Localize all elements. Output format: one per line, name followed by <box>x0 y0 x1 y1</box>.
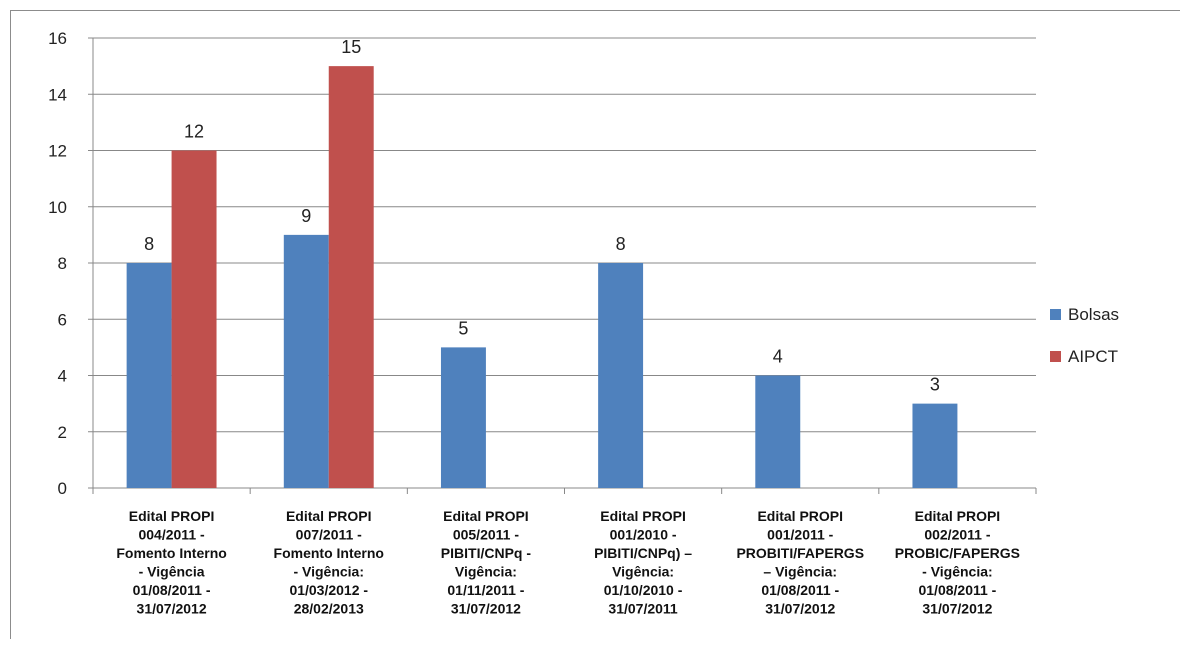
data-label: 15 <box>341 37 361 57</box>
x-category-label-line: - Vigência: <box>922 564 993 580</box>
bar-chart: 0 2 4 6 8 10 12 14 16 8 12 Edital PROPI 004/2011 - Fo… <box>48 29 1119 617</box>
x-category-label-line: PROBIC/FAPERGS <box>895 545 1020 561</box>
bar-aipct <box>171 150 217 488</box>
y-tick-label: 2 <box>58 423 67 442</box>
x-category-label-line: 01/11/2011 - <box>447 582 524 598</box>
x-category-label: Edital PROPI 001/2010 - PIBITI/CNPq) – Vigê… <box>594 508 692 617</box>
x-category-label-line: 01/08/2011 - <box>133 582 211 598</box>
x-category-label-line: Fomento Interno <box>116 545 226 561</box>
x-category-label: Edital PROPI 004/2011 - Fomento Interno - V… <box>116 508 226 617</box>
x-category-label: Edital PROPI 005/2011 - PIBITI/CNPq - Vigên… <box>441 508 532 617</box>
x-category-label-line: 001/2010 - <box>610 527 677 543</box>
x-category-label-line: 004/2011 - <box>138 527 205 543</box>
x-category-label-line: Vigência: <box>612 564 674 580</box>
bar-bolsas <box>283 234 329 488</box>
x-category-label-line: Edital PROPI <box>129 508 215 524</box>
y-tick-label: 16 <box>48 29 67 48</box>
x-category-label-line: 31/07/2012 <box>922 601 992 617</box>
data-label: 5 <box>458 318 468 338</box>
legend-swatch-aipct <box>1050 351 1061 362</box>
legend-swatch-bolsas <box>1050 309 1061 320</box>
legend-label: AIPCT <box>1068 347 1118 366</box>
x-category-label: Edital PROPI 007/2011 - Fomento Interno - V… <box>274 508 384 617</box>
x-category-label-line: 31/07/2012 <box>137 601 207 617</box>
x-category-label-line: - Vigência: <box>293 564 364 580</box>
y-tick-label: 12 <box>48 142 67 161</box>
x-category-label-line: PROBITI/FAPERGS <box>736 545 864 561</box>
x-category-label-line: 005/2011 - <box>453 527 520 543</box>
data-label: 3 <box>930 375 940 395</box>
x-category-label-line: PIBITI/CNPq) – <box>594 545 692 561</box>
x-category-label-line: 01/03/2012 - <box>289 582 368 598</box>
x-category-label-line: 28/02/2013 <box>294 601 364 617</box>
y-tick-label: 6 <box>58 310 67 329</box>
y-tick-label: 8 <box>58 254 67 273</box>
bar-bolsas <box>755 375 801 488</box>
y-tick-label: 10 <box>48 198 67 217</box>
x-category-label-line: Edital PROPI <box>757 508 843 524</box>
x-category-label-line: Edital PROPI <box>915 508 1001 524</box>
x-category-label-line: 001/2011 - <box>767 527 834 543</box>
x-category-label-line: Edital PROPI <box>286 508 372 524</box>
x-category-label-line: 31/07/2011 <box>608 601 678 617</box>
x-category-label-line: 31/07/2012 <box>765 601 835 617</box>
x-category-label-line: 01/08/2011 - <box>761 582 839 598</box>
x-category-label-line: 01/08/2011 - <box>918 582 996 598</box>
bar-bolsas <box>912 403 958 488</box>
x-category-label-line: Fomento Interno <box>274 545 384 561</box>
legend-label: Bolsas <box>1068 305 1119 324</box>
data-label: 8 <box>144 234 154 254</box>
y-tick-label: 14 <box>48 85 67 104</box>
x-category-label-line: 01/10/2010 - <box>604 582 683 598</box>
x-category-label-line: – Vigência: <box>763 564 837 580</box>
x-category-label-line: Edital PROPI <box>600 508 686 524</box>
y-tick-label: 4 <box>58 367 67 386</box>
bar-bolsas <box>126 263 172 488</box>
x-category-label: Edital PROPI 002/2011 - PROBIC/FAPERGS - Vi… <box>895 508 1020 617</box>
x-category-label-line: Vigência: <box>455 564 517 580</box>
x-category-label-line: PIBITI/CNPq - <box>441 545 532 561</box>
bar-bolsas <box>598 263 644 488</box>
x-category-label: Edital PROPI 001/2011 - PROBITI/FAPERGS – V… <box>736 508 864 617</box>
bar-bolsas <box>440 347 486 488</box>
x-category-label-line: 31/07/2012 <box>451 601 521 617</box>
x-category-label-line: Edital PROPI <box>443 508 529 524</box>
x-category-label-line: 007/2011 - <box>296 527 363 543</box>
chart-frame: 0 2 4 6 8 10 12 14 16 8 12 Edital PROPI 004/2011 - Fo… <box>10 10 1180 639</box>
x-category-label-line: - Vigência <box>139 564 205 580</box>
data-label: 4 <box>773 347 783 367</box>
x-category-label-line: 002/2011 - <box>924 527 991 543</box>
y-tick-label: 0 <box>58 479 67 498</box>
data-label: 9 <box>301 206 311 226</box>
data-label: 8 <box>616 234 626 254</box>
bar-aipct <box>328 66 374 488</box>
data-label: 12 <box>184 122 204 142</box>
